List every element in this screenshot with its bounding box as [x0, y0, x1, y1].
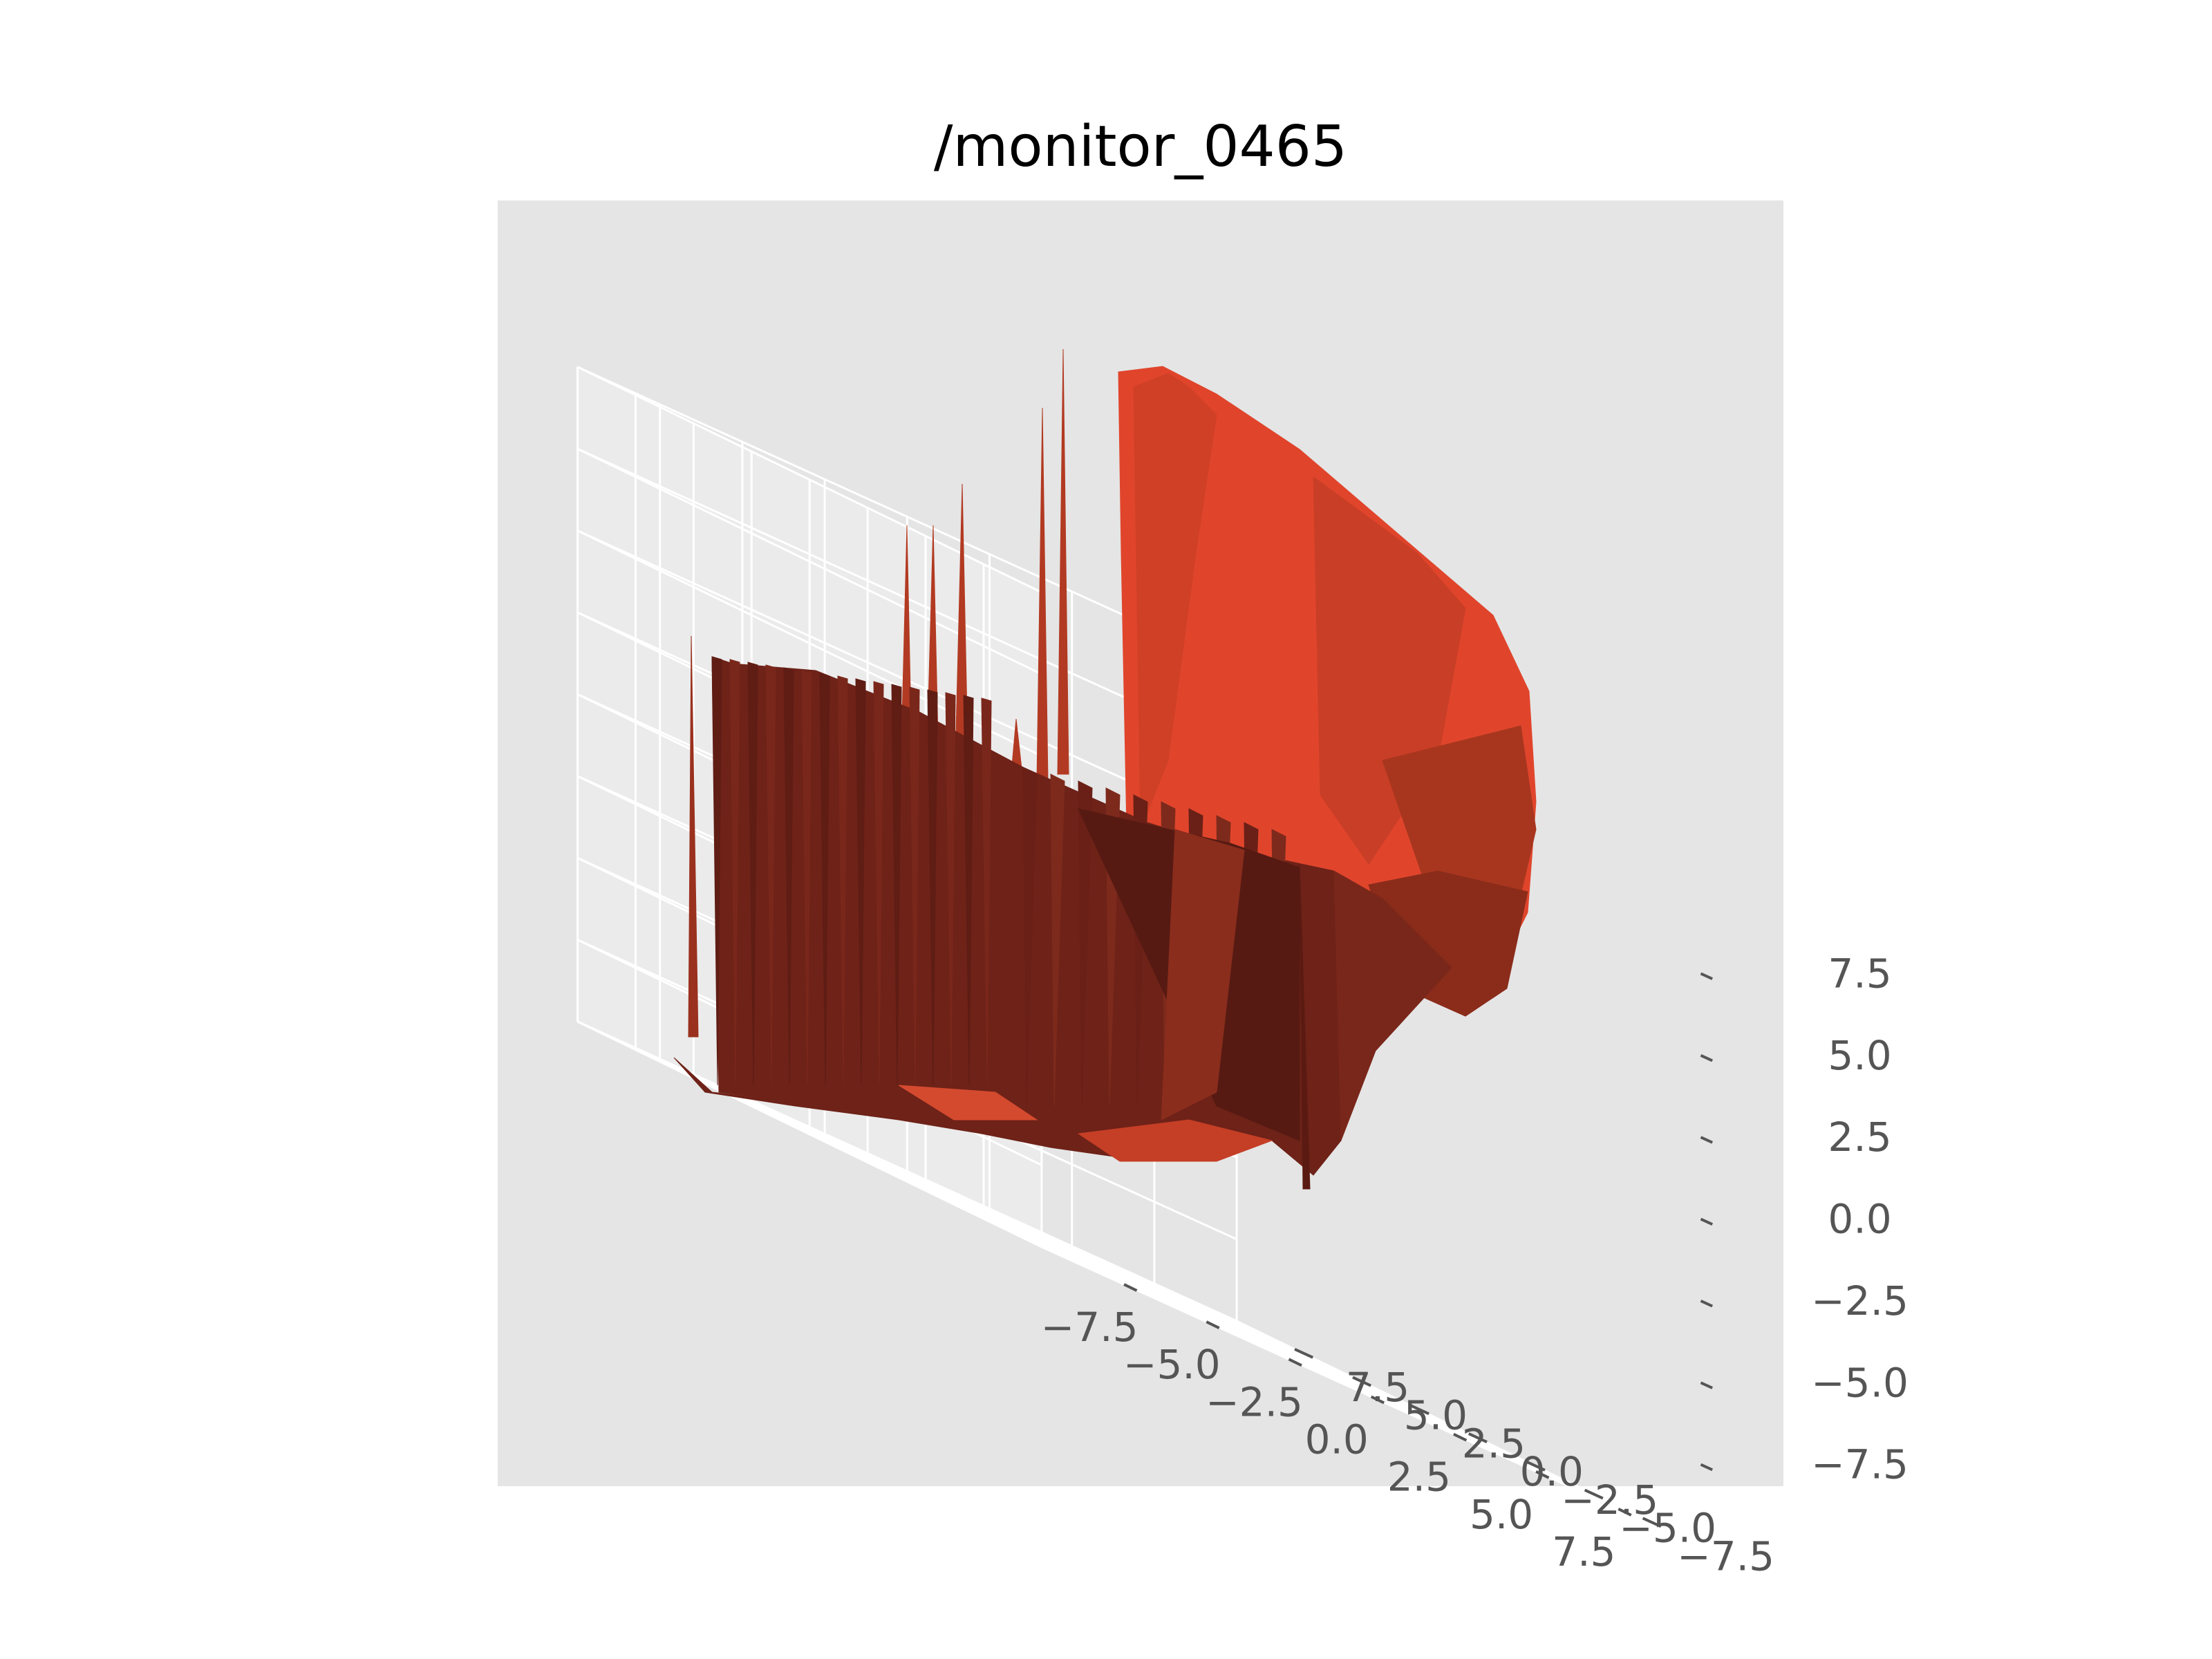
- x-tick-label: −5.0: [1123, 1341, 1221, 1388]
- front-wall-stripe: [945, 692, 956, 1086]
- x-tick-label: −2.5: [1206, 1378, 1303, 1425]
- y-tick-label: 5.0: [1404, 1392, 1468, 1439]
- z-tick-label: −7.5: [1811, 1441, 1909, 1488]
- z-tick-mark: [1700, 1381, 1714, 1389]
- grid-line: [635, 1049, 1295, 1351]
- y-tick-mark: [1294, 1348, 1314, 1359]
- z-tick-mark: [1700, 972, 1714, 980]
- x-axis: −7.5−5.0−2.50.02.55.07.5: [1041, 1283, 1632, 1575]
- y-tick-label: 7.5: [1346, 1364, 1409, 1411]
- z-tick-label: 0.0: [1828, 1196, 1891, 1243]
- grid-line: [577, 366, 1042, 594]
- y-tick-mark: [1468, 1432, 1488, 1443]
- spike: [1057, 348, 1069, 775]
- front-wall-stripe: [1050, 774, 1065, 1107]
- base-facet: [898, 1085, 1038, 1121]
- front-wall-stripe: [963, 695, 974, 1086]
- z-tick-label: 7.5: [1828, 950, 1891, 997]
- front-wall-facet: [1161, 829, 1245, 1121]
- front-wall-stripe: [927, 689, 938, 1086]
- front-wall-stripe: [1022, 767, 1038, 1107]
- front-wall-stripe: [765, 664, 776, 1086]
- z-tick-mark: [1700, 1054, 1714, 1062]
- front-wall-stripe: [1078, 780, 1093, 1107]
- x-tick-mark: [1535, 1470, 1550, 1479]
- y-tick-mark: [1526, 1461, 1546, 1472]
- x-tick-mark: [1618, 1508, 1632, 1517]
- z-tick-label: −5.0: [1811, 1359, 1909, 1406]
- y-tick-mark: [1584, 1488, 1604, 1500]
- y-tick-mark: [1642, 1517, 1662, 1528]
- z-tick-mark: [1700, 1136, 1714, 1144]
- x-tick-mark: [1370, 1395, 1385, 1405]
- x-tick-label: 2.5: [1387, 1454, 1451, 1501]
- front-wall-stripe: [873, 681, 884, 1086]
- y-tick-mark: [1352, 1376, 1372, 1387]
- x-tick-label: 5.0: [1470, 1491, 1533, 1538]
- x-tick-label: −7.5: [1041, 1304, 1138, 1351]
- y-tick-label: −5.0: [1619, 1505, 1716, 1552]
- z-tick-label: 5.0: [1828, 1032, 1891, 1079]
- front-wall-stripe: [981, 697, 992, 1086]
- spike: [1299, 863, 1311, 1190]
- front-wall-stripe: [801, 670, 812, 1086]
- z-tick-mark: [1700, 1463, 1714, 1472]
- x-tick-mark: [1206, 1320, 1220, 1329]
- spike: [688, 635, 699, 1038]
- y-tick-label: −2.5: [1561, 1477, 1658, 1524]
- front-wall-stripe: [909, 686, 920, 1086]
- y-tick-mark: [1410, 1404, 1430, 1416]
- z-tick-label: −2.5: [1811, 1277, 1909, 1324]
- y-tick-label: 0.0: [1520, 1448, 1584, 1495]
- x-tick-label: 7.5: [1552, 1528, 1615, 1575]
- surface: [673, 348, 1537, 1190]
- front-wall-stripe: [783, 667, 794, 1086]
- front-wall-stripe: [837, 675, 848, 1086]
- y-tick-label: −7.5: [1677, 1533, 1774, 1580]
- front-wall-stripe: [891, 684, 902, 1086]
- base-facet: [1077, 1119, 1273, 1162]
- front-wall-stripe: [747, 662, 758, 1086]
- y-tick-label: 2.5: [1462, 1420, 1526, 1467]
- z-axis: 7.5 5.0 2.5 0.0 −2.5 −5.0 −7.5: [1700, 950, 1909, 1488]
- z-tick-label: 2.5: [1828, 1114, 1891, 1161]
- x-tick-mark: [1453, 1432, 1468, 1442]
- x-tick-mark: [1288, 1358, 1302, 1367]
- x-tick-label: 0.0: [1305, 1416, 1369, 1463]
- front-wall-stripe: [855, 678, 866, 1086]
- chart-title: /monitor_0465: [934, 114, 1347, 180]
- corner-facet: [1333, 870, 1452, 1141]
- z-tick-mark: [1700, 1217, 1714, 1226]
- front-wall-stripe: [729, 659, 740, 1086]
- y-axis: −7.5−5.0−2.50.02.55.07.5: [1294, 1348, 1774, 1580]
- z-tick-mark: [1700, 1300, 1714, 1308]
- front-wall-stripe: [711, 656, 722, 1086]
- front-wall-stripe: [819, 673, 830, 1086]
- x-tick-mark: [1123, 1283, 1138, 1292]
